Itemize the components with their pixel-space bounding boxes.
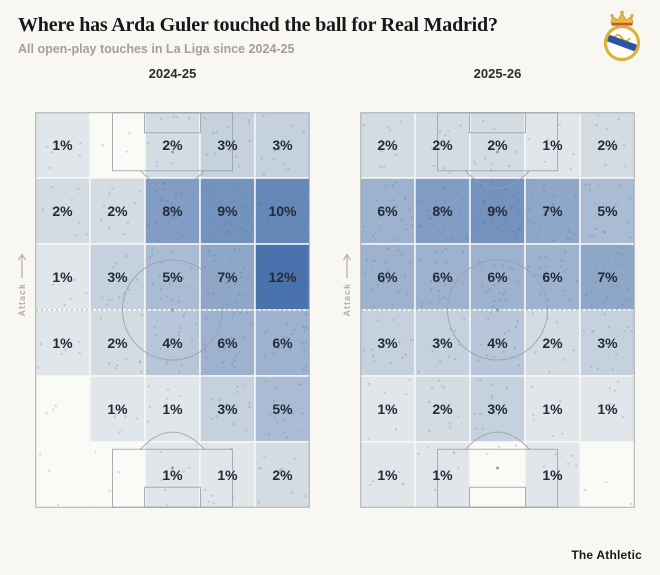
svg-text:1%: 1% (107, 401, 128, 417)
brand-wordmark: The Athletic (571, 548, 642, 562)
svg-text:1%: 1% (217, 467, 238, 483)
svg-text:1%: 1% (432, 467, 453, 483)
attack-indicator: Attack (14, 250, 30, 380)
svg-text:7%: 7% (597, 269, 618, 285)
svg-text:1%: 1% (162, 467, 183, 483)
attack-label: Attack (17, 283, 27, 317)
svg-text:1%: 1% (377, 467, 398, 483)
real-madrid-crest-icon (604, 10, 640, 61)
svg-text:1%: 1% (52, 137, 73, 153)
svg-text:8%: 8% (162, 203, 183, 219)
svg-text:3%: 3% (217, 137, 238, 153)
svg-text:3%: 3% (272, 137, 293, 153)
svg-text:4%: 4% (487, 335, 508, 351)
svg-text:2%: 2% (107, 335, 128, 351)
svg-text:8%: 8% (432, 203, 453, 219)
svg-text:2%: 2% (432, 401, 453, 417)
svg-text:3%: 3% (432, 335, 453, 351)
svg-text:2%: 2% (52, 203, 73, 219)
svg-text:6%: 6% (487, 269, 508, 285)
svg-text:1%: 1% (162, 401, 183, 417)
attack-arrow-icon (342, 253, 352, 278)
svg-text:6%: 6% (542, 269, 563, 285)
svg-text:5%: 5% (597, 203, 618, 219)
svg-text:2%: 2% (272, 467, 293, 483)
svg-text:4%: 4% (162, 335, 183, 351)
attack-indicator: Attack (339, 250, 355, 380)
attack-label: Attack (342, 283, 352, 317)
svg-text:2%: 2% (162, 137, 183, 153)
svg-text:2%: 2% (377, 137, 398, 153)
attack-arrow-icon (17, 253, 27, 278)
svg-text:1%: 1% (52, 269, 73, 285)
svg-text:2%: 2% (597, 137, 618, 153)
svg-text:10%: 10% (268, 203, 297, 219)
svg-text:12%: 12% (268, 269, 297, 285)
svg-text:1%: 1% (542, 401, 563, 417)
svg-text:6%: 6% (272, 335, 293, 351)
pitch-heatmap-2025-26: 2% 2% 2% 1% 2% 6% 8% 9% 7% 5% 6% 6% 6% 6% 7% 3% 3% 4% 2% 3%… (359, 111, 636, 509)
svg-text:9%: 9% (487, 203, 508, 219)
svg-text:3%: 3% (217, 401, 238, 417)
svg-text:1%: 1% (52, 335, 73, 351)
svg-text:1%: 1% (542, 467, 563, 483)
svg-text:3%: 3% (107, 269, 128, 285)
svg-text:5%: 5% (272, 401, 293, 417)
svg-text:3%: 3% (377, 335, 398, 351)
svg-text:2%: 2% (542, 335, 563, 351)
svg-text:5%: 5% (162, 269, 183, 285)
svg-text:1%: 1% (542, 137, 563, 153)
svg-text:1%: 1% (597, 401, 618, 417)
svg-text:3%: 3% (487, 401, 508, 417)
page-title: Where has Arda Guler touched the ball fo… (18, 14, 498, 36)
svg-text:6%: 6% (377, 203, 398, 219)
pitch-svg: 2% 2% 2% 1% 2% 6% 8% 9% 7% 5% 6% 6% 6% 6% 7% 3% 3% 4% 2% 3%… (359, 111, 636, 509)
svg-text:7%: 7% (217, 269, 238, 285)
pitch-svg: 1% 2% 3% 3% 2% 2% 8% 9% 10% 1% 3% 5% 7% 12% 1% 2% 4% 6% 6%… (34, 111, 311, 509)
svg-text:7%: 7% (542, 203, 563, 219)
svg-text:2%: 2% (487, 137, 508, 153)
svg-text:2%: 2% (107, 203, 128, 219)
svg-text:6%: 6% (432, 269, 453, 285)
page-subtitle: All open-play touches in La Liga since 2… (18, 42, 295, 56)
pitch-heatmap-2024-25: 1% 2% 3% 3% 2% 2% 8% 9% 10% 1% 3% 5% 7% 12% 1% 2% 4% 6% 6%… (34, 111, 311, 509)
season-label-2025-26: 2025-26 (473, 66, 522, 81)
svg-text:6%: 6% (377, 269, 398, 285)
svg-text:3%: 3% (597, 335, 618, 351)
season-label-2024-25: 2024-25 (148, 66, 197, 81)
svg-text:2%: 2% (432, 137, 453, 153)
svg-text:1%: 1% (377, 401, 398, 417)
svg-text:9%: 9% (217, 203, 238, 219)
svg-text:6%: 6% (217, 335, 238, 351)
